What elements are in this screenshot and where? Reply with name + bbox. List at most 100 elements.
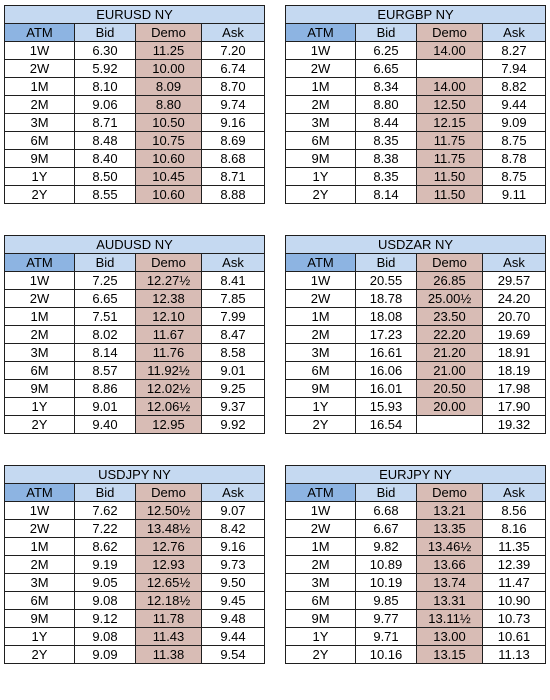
table-title-row: EURUSD NY [4, 5, 265, 24]
column-header-atm: ATM [285, 253, 356, 272]
atm-cell: 1M [285, 307, 356, 326]
table-row: 2M 17.23 22.20 19.69 [285, 325, 546, 344]
table-row: 1Y 9.01 12.06½ 9.37 [4, 397, 265, 416]
demo-cell: 11.92½ [135, 361, 202, 380]
atm-cell: 1W [4, 41, 75, 60]
table-row: 1W 20.55 26.85 29.57 [285, 271, 546, 290]
ask-cell: 20.70 [482, 307, 546, 326]
table-title-row: EURJPY NY [285, 465, 546, 484]
bid-cell: 10.16 [355, 645, 417, 664]
column-header-atm: ATM [4, 253, 75, 272]
ask-cell: 10.73 [482, 609, 546, 628]
ask-cell: 17.98 [482, 379, 546, 398]
atm-cell: 2W [285, 289, 356, 308]
demo-cell: 13.66 [416, 555, 483, 574]
ask-cell: 10.90 [482, 591, 546, 610]
ask-cell: 9.11 [482, 185, 546, 204]
table-title-row: AUDUSD NY [4, 235, 265, 254]
column-header-demo: Demo [416, 23, 483, 42]
ask-cell: 11.47 [482, 573, 546, 592]
table-row: 1Y 8.50 10.45 8.71 [4, 167, 265, 186]
atm-cell: 1M [285, 537, 356, 556]
ask-cell: 9.74 [201, 95, 265, 114]
demo-cell: 12.76 [135, 537, 202, 556]
bid-cell: 8.35 [355, 131, 417, 150]
atm-cell: 3M [4, 113, 75, 132]
table-row: 1W 7.62 12.50½ 9.07 [4, 501, 265, 520]
table-row: 1W 6.30 11.25 7.20 [4, 41, 265, 60]
column-header-demo: Demo [135, 23, 202, 42]
atm-cell: 3M [285, 573, 356, 592]
table-title-row: EURGBP NY [285, 5, 546, 24]
atm-cell: 2Y [4, 415, 75, 434]
demo-cell: 23.50 [416, 307, 483, 326]
table-title: USDJPY NY [4, 465, 265, 484]
atm-cell: 2Y [285, 415, 356, 434]
table-row: 9M 8.38 11.75 8.78 [285, 149, 546, 168]
bid-cell: 16.54 [355, 415, 417, 434]
table-row: 1M 18.08 23.50 20.70 [285, 307, 546, 326]
atm-cell: 1Y [285, 627, 356, 646]
demo-cell: 13.35 [416, 519, 483, 538]
ask-cell: 8.42 [201, 519, 265, 538]
atm-cell: 2W [285, 59, 356, 78]
bid-cell: 16.06 [355, 361, 417, 380]
ask-cell: 9.92 [201, 415, 265, 434]
bid-cell: 8.38 [355, 149, 417, 168]
demo-cell: 12.06½ [135, 397, 202, 416]
table-row: 3M 9.05 12.65½ 9.50 [4, 573, 265, 592]
table-title: EURJPY NY [285, 465, 546, 484]
vol-table-eurusd: EURUSD NY ATM Bid Demo Ask 1W 6.30 11.25 7.20 2W 5… [4, 5, 265, 204]
demo-cell: 12.02½ [135, 379, 202, 398]
bid-cell: 6.68 [355, 501, 417, 520]
atm-cell: 2Y [285, 185, 356, 204]
column-header-demo: Demo [416, 483, 483, 502]
bid-cell: 9.05 [74, 573, 136, 592]
table-title-row: USDJPY NY [4, 465, 265, 484]
atm-cell: 2W [285, 519, 356, 538]
demo-cell: 8.80 [135, 95, 202, 114]
atm-cell: 3M [285, 343, 356, 362]
demo-cell: 13.48½ [135, 519, 202, 538]
atm-cell: 6M [4, 591, 75, 610]
demo-cell: 10.00 [135, 59, 202, 78]
atm-cell: 1Y [4, 167, 75, 186]
bid-cell: 16.01 [355, 379, 417, 398]
table-row: 1M 8.34 14.00 8.82 [285, 77, 546, 96]
atm-cell: 1W [285, 501, 356, 520]
bid-cell: 16.61 [355, 343, 417, 362]
bid-cell: 7.25 [74, 271, 136, 290]
atm-cell: 1Y [4, 397, 75, 416]
ask-cell: 7.20 [201, 41, 265, 60]
bid-cell: 7.22 [74, 519, 136, 538]
table-row: 9M 8.40 10.60 8.68 [4, 149, 265, 168]
header-row: ATM Bid Demo Ask [4, 23, 265, 42]
demo-cell: 12.10 [135, 307, 202, 326]
table-row: 2M 9.19 12.93 9.73 [4, 555, 265, 574]
table-row: 1W 6.68 13.21 8.56 [285, 501, 546, 520]
table-row: 3M 10.19 13.74 11.47 [285, 573, 546, 592]
table-row: 2Y 9.09 11.38 9.54 [4, 645, 265, 664]
bid-cell: 9.85 [355, 591, 417, 610]
column-header-ask: Ask [482, 253, 546, 272]
atm-cell: 2M [4, 325, 75, 344]
ask-cell: 10.61 [482, 627, 546, 646]
demo-cell: 10.60 [135, 185, 202, 204]
ask-cell: 29.57 [482, 271, 546, 290]
table-row: 2Y 10.16 13.15 11.13 [285, 645, 546, 664]
column-header-ask: Ask [201, 23, 265, 42]
ask-cell: 8.75 [482, 131, 546, 150]
ask-cell: 8.75 [482, 167, 546, 186]
demo-cell: 11.76 [135, 343, 202, 362]
atm-cell: 1Y [4, 627, 75, 646]
demo-cell: 11.25 [135, 41, 202, 60]
table-row: 9M 9.12 11.78 9.48 [4, 609, 265, 628]
ask-cell: 8.82 [482, 77, 546, 96]
table-row: 3M 8.71 10.50 9.16 [4, 113, 265, 132]
demo-cell: 22.20 [416, 325, 483, 344]
bid-cell: 6.25 [355, 41, 417, 60]
bid-cell: 18.78 [355, 289, 417, 308]
ask-cell: 9.45 [201, 591, 265, 610]
demo-cell: 12.50½ [135, 501, 202, 520]
ask-cell: 12.39 [482, 555, 546, 574]
